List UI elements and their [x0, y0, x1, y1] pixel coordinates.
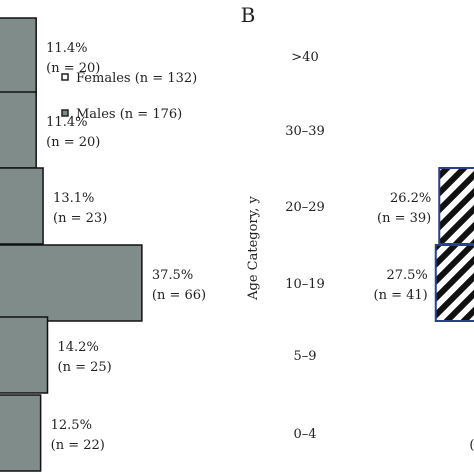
male-bar-pct-label: 13.1% — [53, 191, 94, 206]
male-bar — [0, 244, 143, 322]
female-bar-n-label: (n = 41) — [374, 288, 428, 303]
legend-label-males: Males (n = 176) — [76, 107, 182, 122]
male-bar — [0, 316, 49, 394]
y-axis-title: Age Category, y — [246, 195, 261, 300]
category-label: 30–39 — [285, 124, 325, 139]
male-bar-pct-label: 12.5% — [51, 418, 92, 433]
legend-swatch-females — [61, 73, 69, 81]
male-bar-n-label: (n = 66) — [152, 288, 206, 303]
male-bar-n-label: (n = 22) — [51, 438, 105, 453]
panel-label: B — [241, 3, 256, 27]
male-bar — [0, 17, 37, 95]
female-bar-pct-label: 26.2% — [390, 191, 431, 206]
females-series — [434, 167, 474, 322]
males-data-labels: 11.4% (n = 20) 11.4% (n = 20) 13.1% (n = 23) 3… — [46, 41, 206, 453]
male-bar-pct-label: 37.5% — [152, 268, 193, 283]
category-label: 20–29 — [285, 200, 325, 215]
male-bar-pct-label: 11.4% — [46, 41, 87, 56]
female-bar-n-label: (n = 29 — [469, 438, 474, 453]
female-bar — [434, 244, 474, 322]
category-axis-labels: >40 30–39 20–29 10–19 5–9 0–4 — [285, 50, 325, 442]
category-label: 0–4 — [293, 427, 316, 442]
legend-swatch-males — [61, 109, 69, 117]
male-bar-n-label: (n = 20) — [46, 61, 100, 76]
male-bar-n-label: (n = 23) — [53, 211, 107, 226]
male-bar — [0, 91, 37, 169]
male-bar-n-label: (n = 20) — [46, 135, 100, 150]
female-bar — [438, 167, 474, 245]
male-bar-pct-label: 14.2% — [58, 340, 99, 355]
males-series — [0, 17, 143, 472]
male-bar-n-label: (n = 25) — [58, 360, 112, 375]
category-label: >40 — [291, 50, 318, 65]
females-data-labels: 26.2%(n = 39)27.5%(n = 41)15.419.5%(n = … — [374, 191, 474, 453]
legend-label-females: Females (n = 132) — [76, 71, 197, 86]
male-bar — [0, 167, 44, 245]
male-bar — [0, 394, 42, 472]
category-label: 10–19 — [285, 277, 325, 292]
female-bar-n-label: (n = 39) — [377, 211, 431, 226]
category-label: 5–9 — [293, 349, 316, 364]
female-bar-pct-label: 27.5% — [386, 268, 427, 283]
male-bar-pct-label: 11.4% — [46, 115, 87, 130]
legend: Females (n = 132) Males (n = 176) — [61, 71, 197, 122]
